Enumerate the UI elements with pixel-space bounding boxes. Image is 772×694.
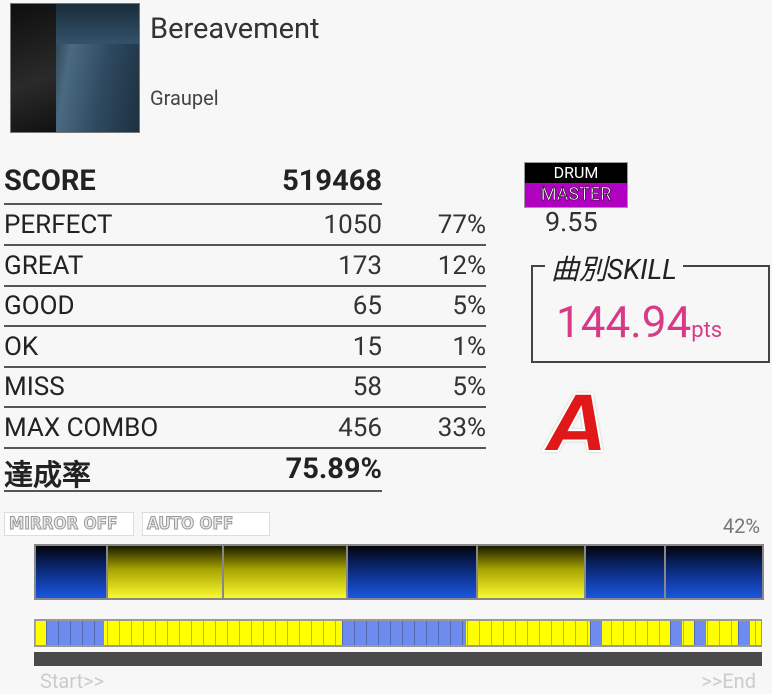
judgement-row: MISS 58 5% [4, 368, 486, 408]
score: 519468 [282, 164, 382, 198]
album-art [10, 3, 140, 133]
level: 9.55 [545, 206, 598, 238]
time-bar [34, 652, 762, 666]
skill-number: 144.94 [556, 296, 692, 348]
percent: 77% [437, 210, 486, 240]
section [478, 546, 584, 598]
section [36, 546, 106, 598]
cells [738, 621, 750, 645]
auto-option: AUTO OFF [142, 512, 270, 536]
section [586, 546, 664, 598]
arrow: >> [83, 669, 105, 693]
cells [694, 621, 706, 645]
label: SCORE [4, 164, 96, 198]
cells [590, 621, 602, 645]
level-name: MASTER [525, 183, 627, 207]
label: 達成率 [4, 459, 92, 493]
cells [670, 621, 682, 645]
count: 1050 [323, 210, 382, 240]
divider [4, 244, 486, 246]
skill-label: 曲別SKILL [545, 248, 683, 288]
arrow: >> [701, 669, 723, 693]
skill-value: 144.94pts [556, 296, 722, 348]
divider [4, 446, 486, 449]
score-row: SCORE 519468 [4, 160, 382, 200]
judgement-row: GREAT 173 12% [4, 247, 486, 287]
judgement-row: MAX COMBO 456 33% [4, 409, 486, 449]
percent: 12% [437, 250, 486, 281]
mirror-option: MIRROR OFF [4, 512, 134, 536]
section [224, 546, 346, 598]
end-label: >>End [701, 669, 756, 693]
progress-percent: 42% [722, 514, 760, 538]
song-title: Bereavement [150, 12, 320, 46]
judgement-row: GOOD 65 5% [4, 287, 486, 327]
divider [4, 490, 382, 492]
section [108, 546, 222, 598]
percent: 1% [452, 331, 486, 362]
percent: 33% [437, 412, 486, 443]
section [348, 546, 476, 598]
rank: A [547, 379, 609, 471]
divider [4, 406, 486, 408]
label: GREAT [4, 250, 84, 281]
percent: 5% [452, 291, 486, 321]
label: PERFECT [4, 210, 113, 240]
achievement: 75.89% [285, 452, 382, 486]
label: OK [4, 331, 39, 362]
count: 173 [338, 250, 382, 281]
skill-unit: pts [691, 318, 723, 343]
cells [342, 621, 466, 645]
end: End [722, 669, 756, 693]
count: 65 [352, 291, 382, 321]
divider [4, 325, 486, 327]
divider [4, 365, 486, 368]
label: MISS [4, 372, 65, 402]
count: 456 [338, 412, 382, 443]
divider [4, 284, 486, 287]
count: 15 [352, 331, 382, 362]
start-label: Start>> [40, 669, 104, 693]
percent: 5% [452, 372, 486, 402]
artist: Graupel [150, 86, 219, 110]
divider [4, 203, 382, 205]
label: GOOD [4, 291, 75, 321]
count: 58 [352, 372, 382, 402]
judgement-row: OK 15 1% [4, 328, 486, 368]
start: Start [40, 669, 84, 693]
label: MAX COMBO [4, 412, 159, 443]
judgement-row: PERFECT 1050 77% [4, 206, 486, 246]
cells [46, 621, 104, 645]
section [666, 546, 762, 598]
instrument: DRUM [525, 163, 627, 183]
difficulty-badge: DRUM MASTER [524, 162, 628, 208]
achievement-row: 達成率 75.89% [4, 448, 382, 493]
